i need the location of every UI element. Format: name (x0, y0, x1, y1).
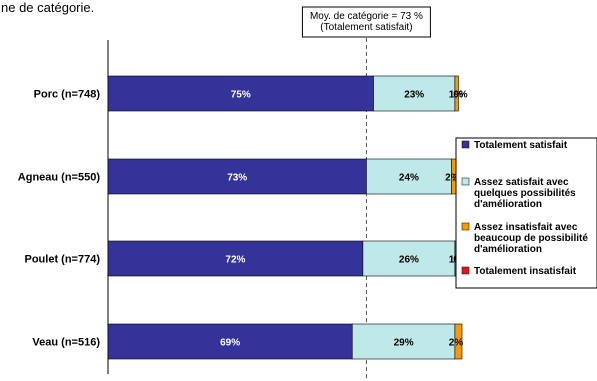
legend-swatch-4 (461, 266, 470, 275)
reference-label-line: (Totalement satisfait) (320, 22, 412, 33)
legend-label-3: d'amélioration (474, 244, 542, 255)
bars-group: 75%23%1%0%73%24%2%1%72%26%1%0%69%29%2% (107, 75, 468, 360)
bar-data-label-agneau-n-550-s2: 24% (399, 173, 419, 184)
legend-label-4: Totalement insatisfait (474, 266, 577, 277)
bar-segment-veau-n-516-s3 (454, 323, 463, 360)
bar-data-label-agneau-n-550-s3: 2% (445, 173, 460, 184)
bar-data-label-poulet-n-774-s1: 72% (225, 255, 245, 266)
bar-segment-agneau-n-550-s2 (366, 158, 452, 195)
bar-data-label-porc-n-748-s3: 1% (449, 90, 464, 101)
bar-segment-veau-n-516-s1 (107, 323, 353, 360)
legend-label-2: d'amélioration (474, 199, 542, 210)
category-average-reference: Moy. de catégorie = 73 %(Totalement sati… (301, 6, 431, 380)
page-top-text: ne de catégorie. (1, 0, 94, 15)
legend-label-1: Totalement satisfait (474, 140, 568, 151)
bar-data-label-porc-n-748-s1: 75% (231, 90, 251, 101)
bar-data-label-porc-n-748-s4: 0% (453, 90, 468, 101)
legend-box (455, 137, 597, 289)
legend-swatch-2 (461, 177, 470, 186)
legend-label-3: Assez insatisfait avec (474, 222, 578, 233)
legend-swatch-1 (461, 140, 470, 149)
bar-data-label-veau-n-516-s1: 69% (220, 338, 240, 349)
legend-label-3: beaucoup de possibilité (474, 233, 588, 244)
bar-segment-porc-n-748-s3 (454, 75, 459, 112)
bar-segment-agneau-n-550-s1 (107, 158, 367, 195)
reference-label-box (301, 6, 431, 38)
bar-data-label-agneau-n-550-s1: 73% (227, 173, 247, 184)
category-label-poulet-n-774: Poulet (n=774) (25, 254, 101, 266)
legend-label-2: quelques possibilités (474, 188, 576, 199)
legend-label-2: Assez satisfait avec (474, 177, 569, 188)
bar-data-label-porc-n-748-s2: 23% (404, 90, 424, 101)
bar-segment-veau-n-516-s2 (351, 323, 456, 360)
reference-label-line: Moy. de catégorie = 73 % (310, 11, 423, 22)
category-label-agneau-n-550: Agneau (n=550) (18, 172, 101, 184)
legend-swatch-3 (461, 222, 470, 231)
category-labels: Porc (n=748) Agneau (n=550) Poulet (n=774)… (18, 89, 101, 349)
legend: Totalement satisfait Assez satisfait avec… (455, 137, 597, 289)
category-label-veau-n-516: Veau (n=516) (32, 337, 100, 349)
bar-data-label-veau-n-516-s2: 29% (394, 338, 414, 349)
bar-data-label-veau-n-516-s3: 2% (449, 338, 464, 349)
bar-segment-poulet-n-774-s1 (107, 240, 364, 277)
bar-data-label-poulet-n-774-s2: 26% (399, 255, 419, 266)
bar-segment-porc-n-748-s2 (373, 75, 456, 112)
category-label-porc-n-748: Porc (n=748) (34, 89, 101, 101)
